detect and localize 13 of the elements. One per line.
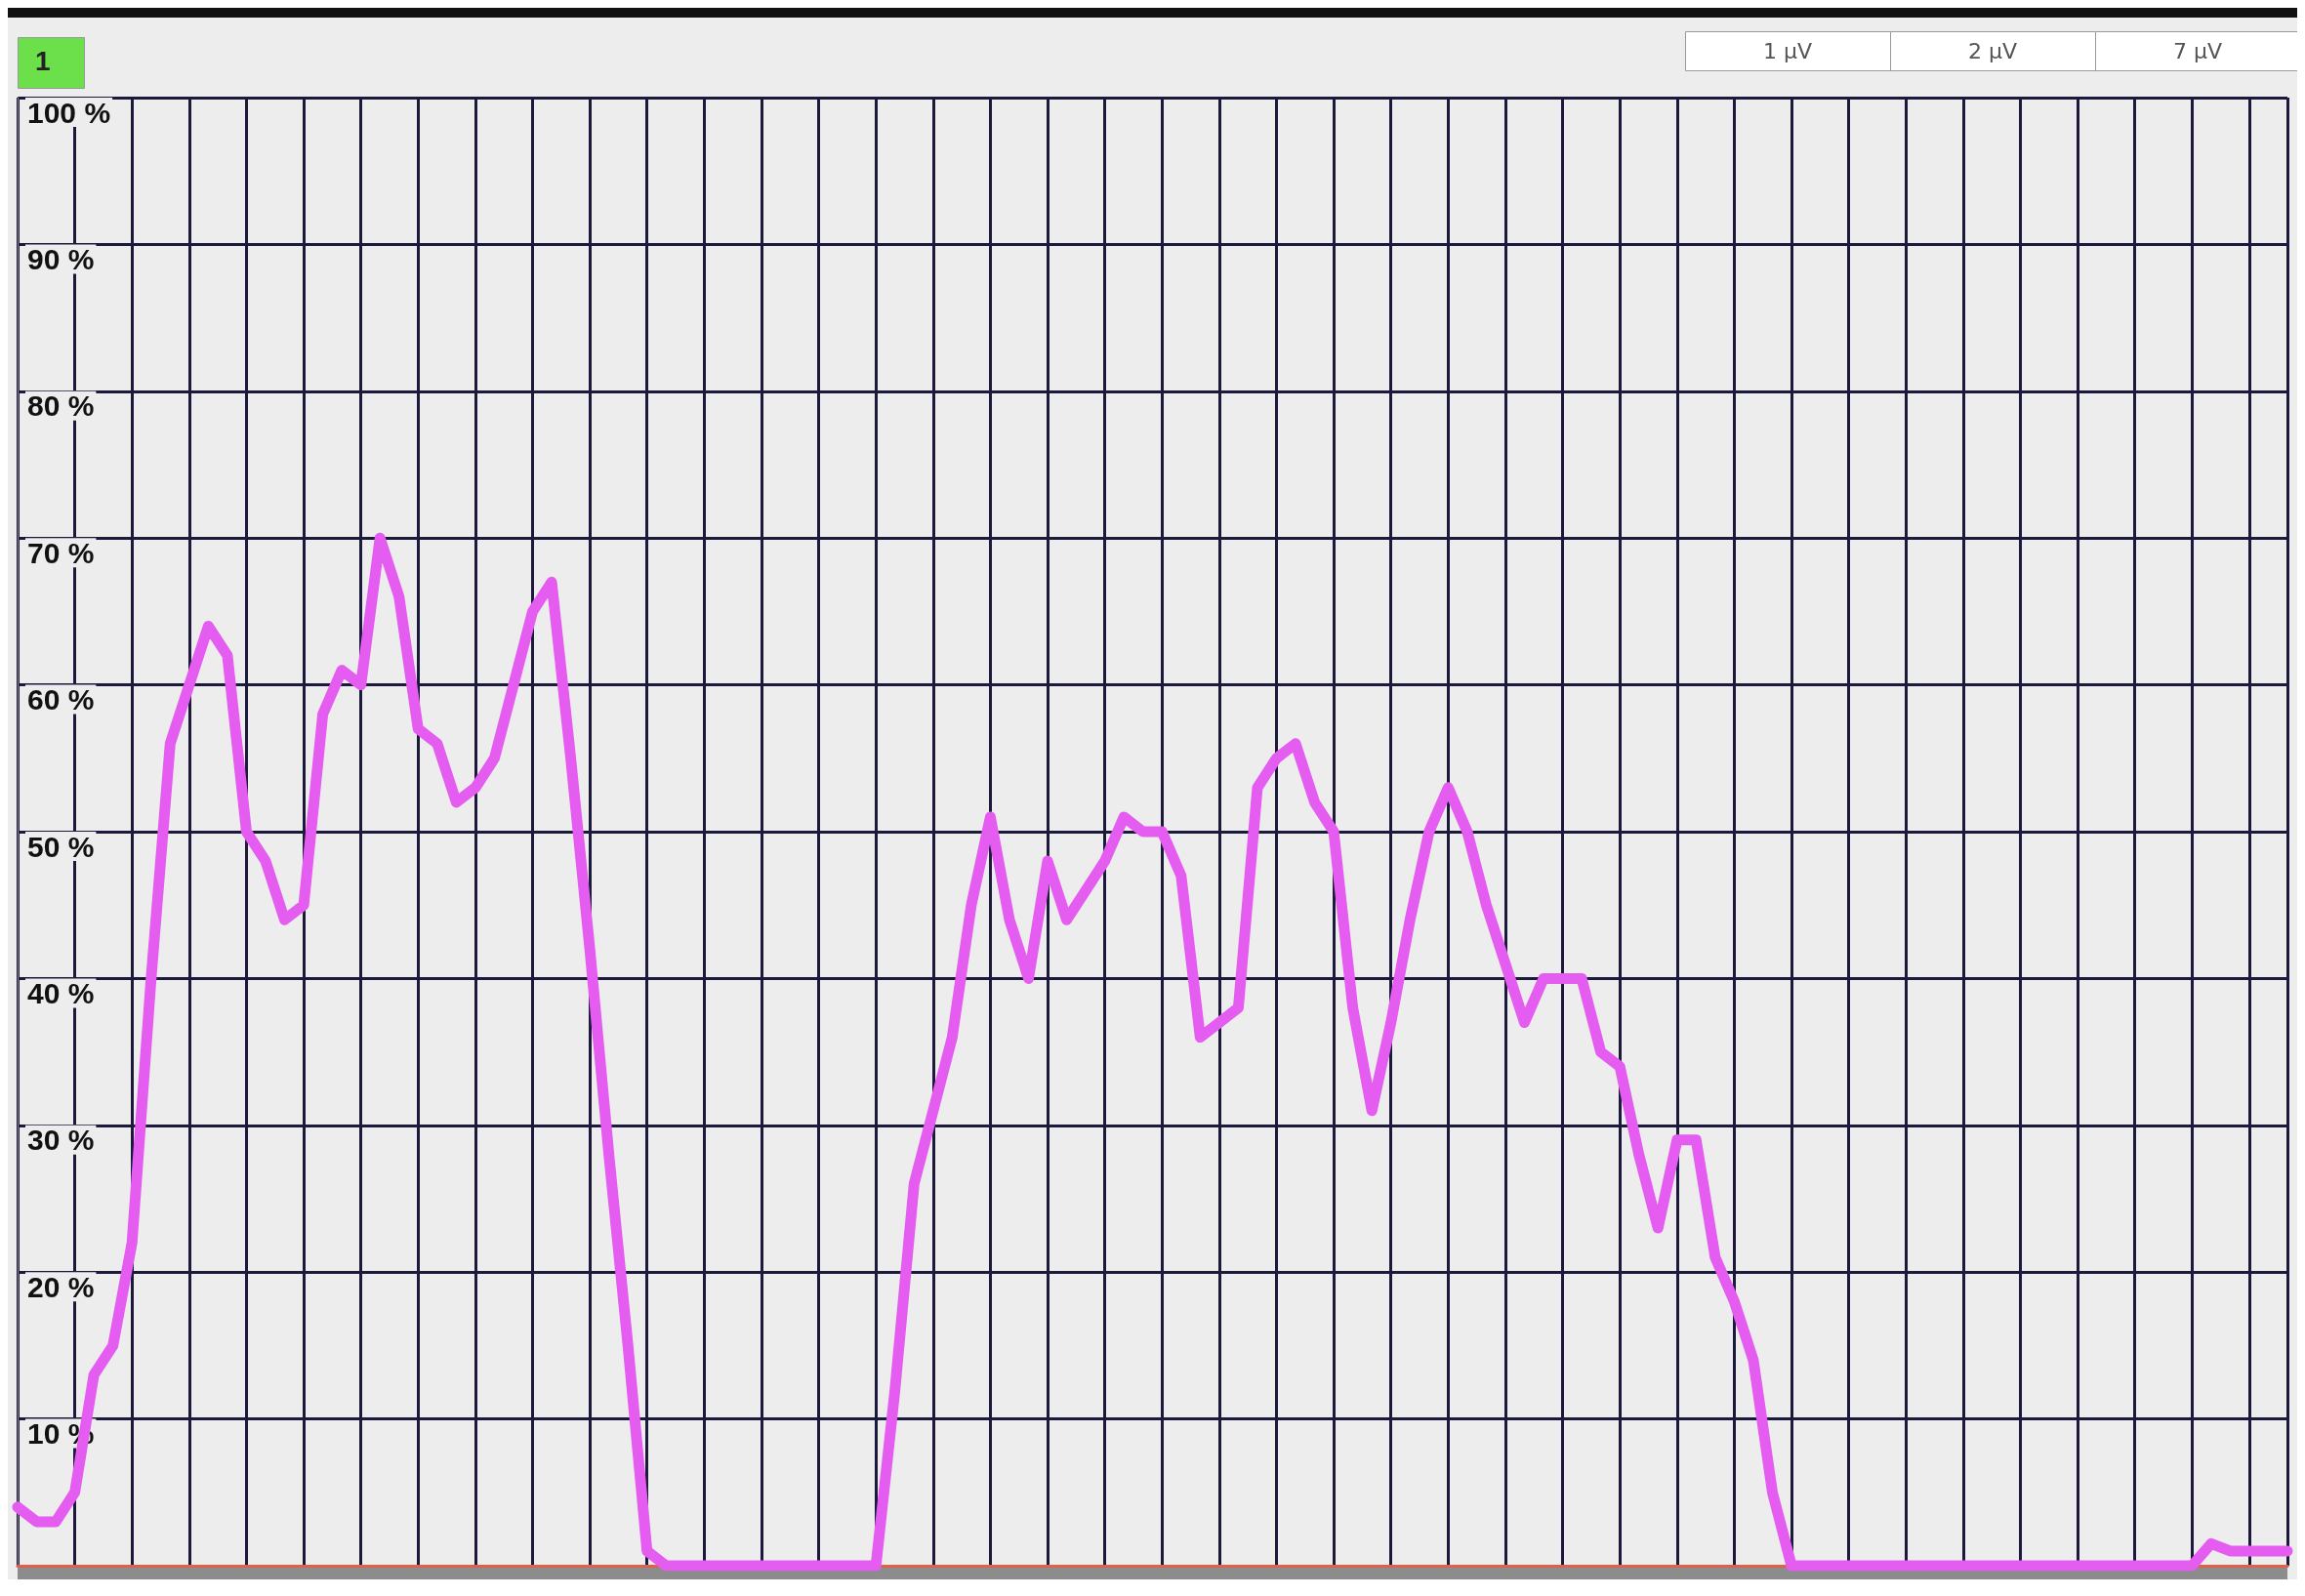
text: 2 µV	[1967, 38, 2018, 63]
y-tick-label: 60 %	[27, 683, 95, 716]
y-tick-label: 30 %	[27, 1124, 95, 1157]
y-tick-label: 20 %	[27, 1270, 95, 1303]
y-tick-label: 40 %	[27, 976, 95, 1009]
text: 7 µV	[2172, 38, 2223, 63]
y-tick-label: 100 %	[27, 96, 111, 129]
y-tick-label: 90 %	[27, 242, 95, 275]
y-tick-label: 50 %	[27, 830, 95, 863]
text: 1 µV	[1762, 38, 1813, 63]
y-tick-label: 80 %	[27, 389, 95, 423]
y-tick-label: 70 %	[27, 536, 95, 569]
text: 1	[35, 45, 51, 76]
